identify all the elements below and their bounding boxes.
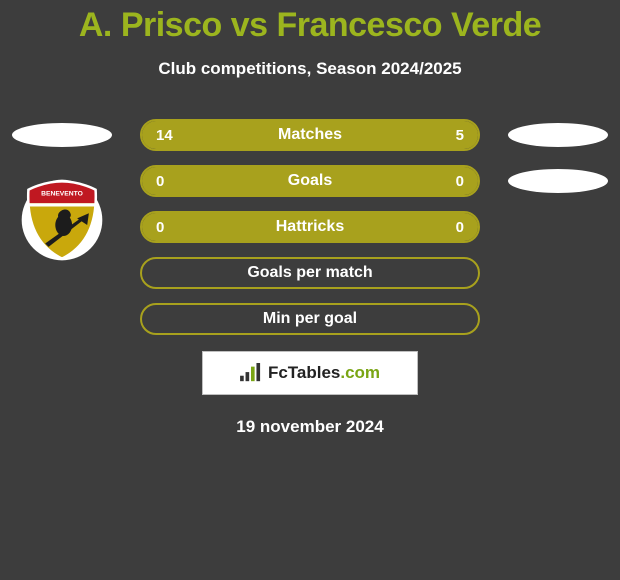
stat-bar: Min per goal <box>140 303 480 335</box>
stat-rows: 14 Matches 5 0 Goals 0 0 Hattricks 0 Goals per ma… <box>0 119 620 335</box>
page-title: A. Prisco vs Francesco Verde <box>79 6 541 45</box>
stat-row: 14 Matches 5 <box>0 119 620 151</box>
stat-value-right: 0 <box>456 219 464 236</box>
logo-box: FcTables.com <box>202 351 418 395</box>
player-marker-right <box>508 169 608 193</box>
stat-bar: 0 Hattricks 0 <box>140 211 480 243</box>
stat-label: Min per goal <box>263 310 357 328</box>
stat-value-right: 0 <box>456 173 464 190</box>
stat-bar: 0 Goals 0 <box>140 165 480 197</box>
stat-label: Goals per match <box>247 264 372 282</box>
stat-value-left: 14 <box>156 127 173 144</box>
stat-label: Matches <box>278 126 342 144</box>
logo-bars-icon <box>240 363 262 383</box>
stat-value-right: 5 <box>456 127 464 144</box>
stat-value-left: 0 <box>156 219 164 236</box>
stat-label: Goals <box>288 172 332 190</box>
stat-row: Min per goal <box>0 303 620 335</box>
stat-bar: 14 Matches 5 <box>140 119 480 151</box>
logo-text: FcTables.com <box>268 363 380 383</box>
stat-row: 0 Hattricks 0 <box>0 211 620 243</box>
infographic: A. Prisco vs Francesco Verde Club compet… <box>0 0 620 580</box>
stat-bar: Goals per match <box>140 257 480 289</box>
bar-fill-right <box>390 121 478 149</box>
logo-brand: FcTables <box>268 363 340 382</box>
logo-domain: .com <box>340 363 380 382</box>
bar-fill-left <box>142 121 390 149</box>
date-line: 19 november 2024 <box>236 417 383 437</box>
bar-fill-right <box>310 167 478 195</box>
player-marker-right <box>508 123 608 147</box>
stat-row: Goals per match <box>0 257 620 289</box>
bar-fill-left <box>142 167 310 195</box>
stat-value-left: 0 <box>156 173 164 190</box>
subtitle: Club competitions, Season 2024/2025 <box>158 59 461 79</box>
stat-label: Hattricks <box>276 218 344 236</box>
stat-row: 0 Goals 0 <box>0 165 620 197</box>
player-marker-left <box>12 123 112 147</box>
